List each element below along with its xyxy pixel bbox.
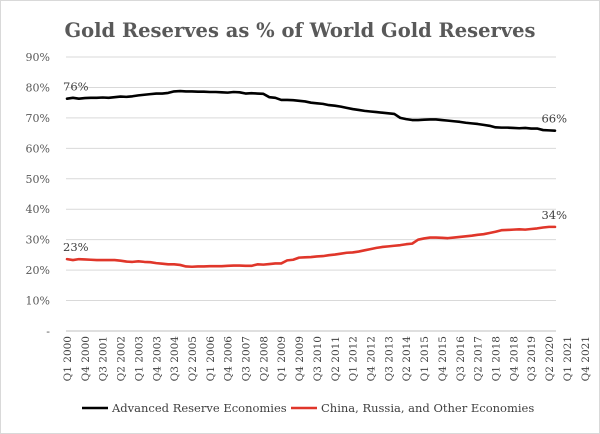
x-tick-label: Q1 2018 bbox=[490, 336, 502, 381]
x-tick-label: Q1 2009 bbox=[276, 336, 288, 381]
data-label: 66% bbox=[541, 112, 567, 126]
legend: Advanced Reserve Economies China, Russia,… bbox=[82, 401, 534, 415]
y-tick-label: 60% bbox=[26, 142, 50, 155]
x-tick-label: Q4 2000 bbox=[80, 336, 92, 381]
series-line-advanced-reserve-economies bbox=[65, 89, 557, 132]
x-tick-label: Q2 2017 bbox=[473, 336, 485, 381]
legend-label: China, Russia, and Other Economies bbox=[321, 401, 534, 415]
x-tick-label: Q1 2021 bbox=[562, 336, 574, 381]
y-tick-label: 30% bbox=[26, 234, 50, 247]
x-tick-label: Q2 2020 bbox=[544, 336, 556, 381]
series-lines bbox=[65, 89, 557, 269]
x-tick-label: Q3 2016 bbox=[455, 336, 467, 382]
x-tick-label: Q2 2014 bbox=[401, 336, 413, 382]
y-tick-label: - bbox=[46, 325, 50, 338]
x-tick-label: Q1 2000 bbox=[62, 336, 74, 381]
y-tick-label: 40% bbox=[26, 203, 50, 216]
x-tick-label: Q4 2015 bbox=[437, 336, 449, 381]
x-tick-label: Q1 2012 bbox=[348, 336, 360, 381]
x-tick-label: Q4 2003 bbox=[151, 336, 163, 381]
x-tick-label: Q2 2011 bbox=[330, 336, 342, 381]
data-label: 23% bbox=[63, 240, 89, 254]
y-tick-label: 90% bbox=[26, 51, 50, 64]
y-tick-label: 80% bbox=[26, 81, 50, 94]
x-tick-label: Q3 2004 bbox=[169, 336, 181, 382]
gridlines bbox=[66, 56, 556, 302]
x-tick-label: Q4 2006 bbox=[223, 336, 235, 382]
x-tick-label: Q3 2019 bbox=[526, 336, 538, 381]
x-tick-label: Q2 2008 bbox=[258, 336, 270, 381]
x-tick-label: Q1 2003 bbox=[133, 336, 145, 381]
x-tick-label: Q4 2012 bbox=[366, 336, 378, 381]
x-tick-label: Q4 2018 bbox=[508, 336, 520, 381]
y-tick-label: 20% bbox=[26, 264, 50, 277]
series-line-china-russia-other bbox=[65, 225, 557, 269]
x-tick-label: Q2 2002 bbox=[116, 336, 128, 381]
data-label: 76% bbox=[63, 80, 89, 94]
chart-title: Gold Reserves as % of World Gold Reserve… bbox=[64, 19, 535, 42]
legend-label: Advanced Reserve Economies bbox=[111, 401, 287, 415]
y-tick-label: 50% bbox=[26, 173, 50, 186]
x-axis-ticks: Q1 2000 Q4 2000 Q3 2001 Q2 2002 Q1 2003 Q4 20… bbox=[62, 336, 592, 382]
y-axis-ticks: - 10% 20% 30% 40% 50% 60% 70% 80% 90% bbox=[26, 51, 51, 338]
x-tick-label: Q3 2013 bbox=[383, 336, 395, 381]
y-tick-label: 10% bbox=[26, 295, 50, 308]
x-tick-label: Q4 2009 bbox=[294, 336, 306, 381]
x-tick-label: Q3 2007 bbox=[241, 336, 253, 381]
x-tick-label: Q3 2001 bbox=[98, 336, 110, 381]
x-tick-label: Q1 2015 bbox=[419, 336, 431, 381]
x-tick-label: Q1 2006 bbox=[205, 336, 217, 382]
x-tick-label: Q2 2005 bbox=[187, 336, 199, 381]
data-labels: 76% 66% 23% 34% bbox=[63, 80, 567, 254]
x-tick-label: Q4 2021 bbox=[580, 336, 592, 381]
y-tick-label: 70% bbox=[26, 112, 50, 125]
data-label: 34% bbox=[541, 208, 567, 222]
x-tick-label: Q3 2010 bbox=[312, 336, 324, 381]
